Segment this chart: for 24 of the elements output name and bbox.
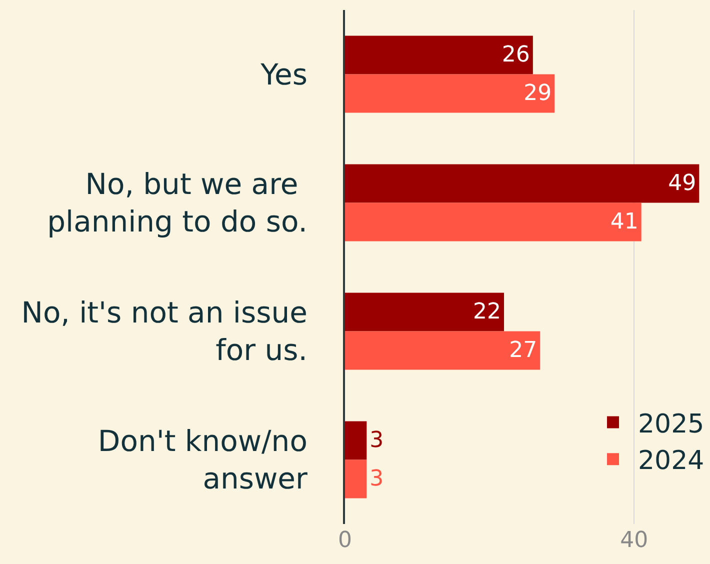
bar [345, 36, 533, 74]
data-label: 49 [668, 170, 696, 196]
y-tick-label: No, it's not an issue for us. [21, 296, 308, 368]
bar [345, 202, 642, 242]
data-label: 41 [610, 210, 638, 235]
y-tick-label: Don't know/no answer [98, 424, 308, 496]
x-tick-label: 0 [338, 528, 352, 553]
bar [345, 421, 367, 460]
data-label: 27 [509, 338, 538, 364]
bar [345, 460, 367, 498]
bar [345, 292, 504, 332]
data-label: 29 [524, 81, 552, 106]
bar [345, 164, 700, 203]
x-tick-label: 40 [620, 528, 648, 553]
data-label: 3 [370, 466, 384, 492]
legend-label: 2024 [638, 446, 704, 476]
y-tick-label: No, but we are planning to do so. [47, 167, 308, 239]
data-label: 22 [473, 299, 502, 324]
bar [345, 74, 555, 113]
legend-label: 2025 [638, 409, 704, 440]
y-tick-label: Yes [260, 57, 308, 92]
data-label: 3 [370, 428, 384, 453]
data-label: 26 [502, 42, 530, 68]
bar [345, 331, 540, 370]
